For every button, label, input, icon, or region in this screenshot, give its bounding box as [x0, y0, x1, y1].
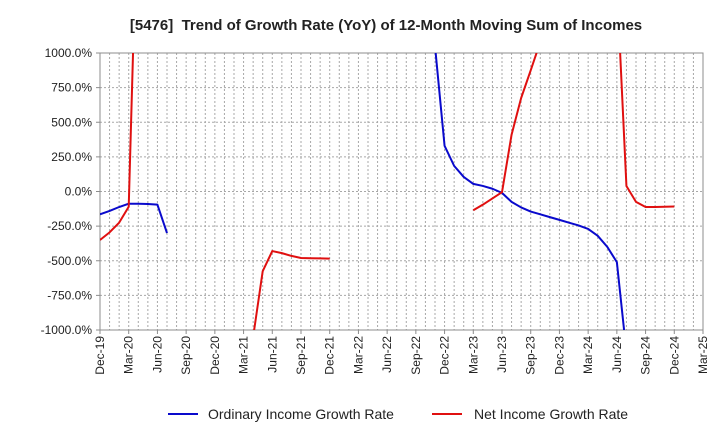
legend-label-ordinary-income: Ordinary Income Growth Rate — [208, 406, 394, 422]
y-tick-label: 1000.0% — [45, 46, 93, 60]
x-tick-label: Dec-21 — [323, 336, 337, 375]
grid — [100, 52, 703, 331]
series-line-ordinary-income — [100, 53, 626, 330]
x-tick-label: Dec-20 — [208, 336, 222, 375]
x-tick-label: Jun-24 — [610, 336, 624, 373]
series-line-net-income — [100, 53, 675, 330]
x-tick-label: Dec-19 — [93, 336, 107, 375]
series-lines — [100, 53, 675, 330]
x-tick-label: Mar-23 — [466, 336, 480, 374]
legend-label-net-income: Net Income Growth Rate — [474, 406, 628, 422]
y-tick-label: -1000.0% — [41, 323, 93, 337]
x-tick-label: Jun-20 — [150, 336, 164, 373]
axes: 1000.0% 750.0% 500.0% 250.0% 0.0% -250.0% -500… — [41, 46, 710, 375]
legend: Ordinary Income Growth Rate Net Income G… — [168, 406, 628, 422]
x-tick-label: Mar-22 — [351, 336, 365, 374]
legend-item-ordinary-income: Ordinary Income Growth Rate — [168, 406, 394, 422]
y-tick-label: -500.0% — [47, 254, 92, 268]
x-tick-label: Mar-20 — [122, 336, 136, 374]
y-tick-label: 250.0% — [51, 150, 92, 164]
x-tick-label: Mar-21 — [237, 336, 251, 374]
x-tick-label: Dec-23 — [552, 336, 566, 375]
x-tick-label: Dec-24 — [667, 336, 681, 375]
legend-item-net-income: Net Income Growth Rate — [432, 406, 628, 422]
x-tick-label: Mar-25 — [696, 336, 710, 374]
x-tick-label: Sep-24 — [639, 336, 653, 375]
x-tick-label: Dec-22 — [438, 336, 452, 375]
x-tick-label: Jun-21 — [265, 336, 279, 373]
y-tick-label: 500.0% — [51, 115, 92, 129]
x-tick-label: Jun-23 — [495, 336, 509, 373]
x-tick-label: Sep-23 — [524, 336, 538, 375]
x-tick-label: Jun-22 — [380, 336, 394, 373]
x-tick-label: Sep-20 — [179, 336, 193, 375]
y-tick-label: 0.0% — [65, 185, 93, 199]
x-tick-label: Sep-22 — [409, 336, 423, 375]
y-tick-label: -750.0% — [47, 288, 92, 302]
x-tick-label: Mar-24 — [581, 336, 595, 374]
y-tick-label: 750.0% — [51, 81, 92, 95]
x-tick-label: Sep-21 — [294, 336, 308, 375]
y-tick-label: -250.0% — [47, 219, 92, 233]
chart-title: [5476] Trend of Growth Rate (YoY) of 12-… — [130, 17, 642, 34]
